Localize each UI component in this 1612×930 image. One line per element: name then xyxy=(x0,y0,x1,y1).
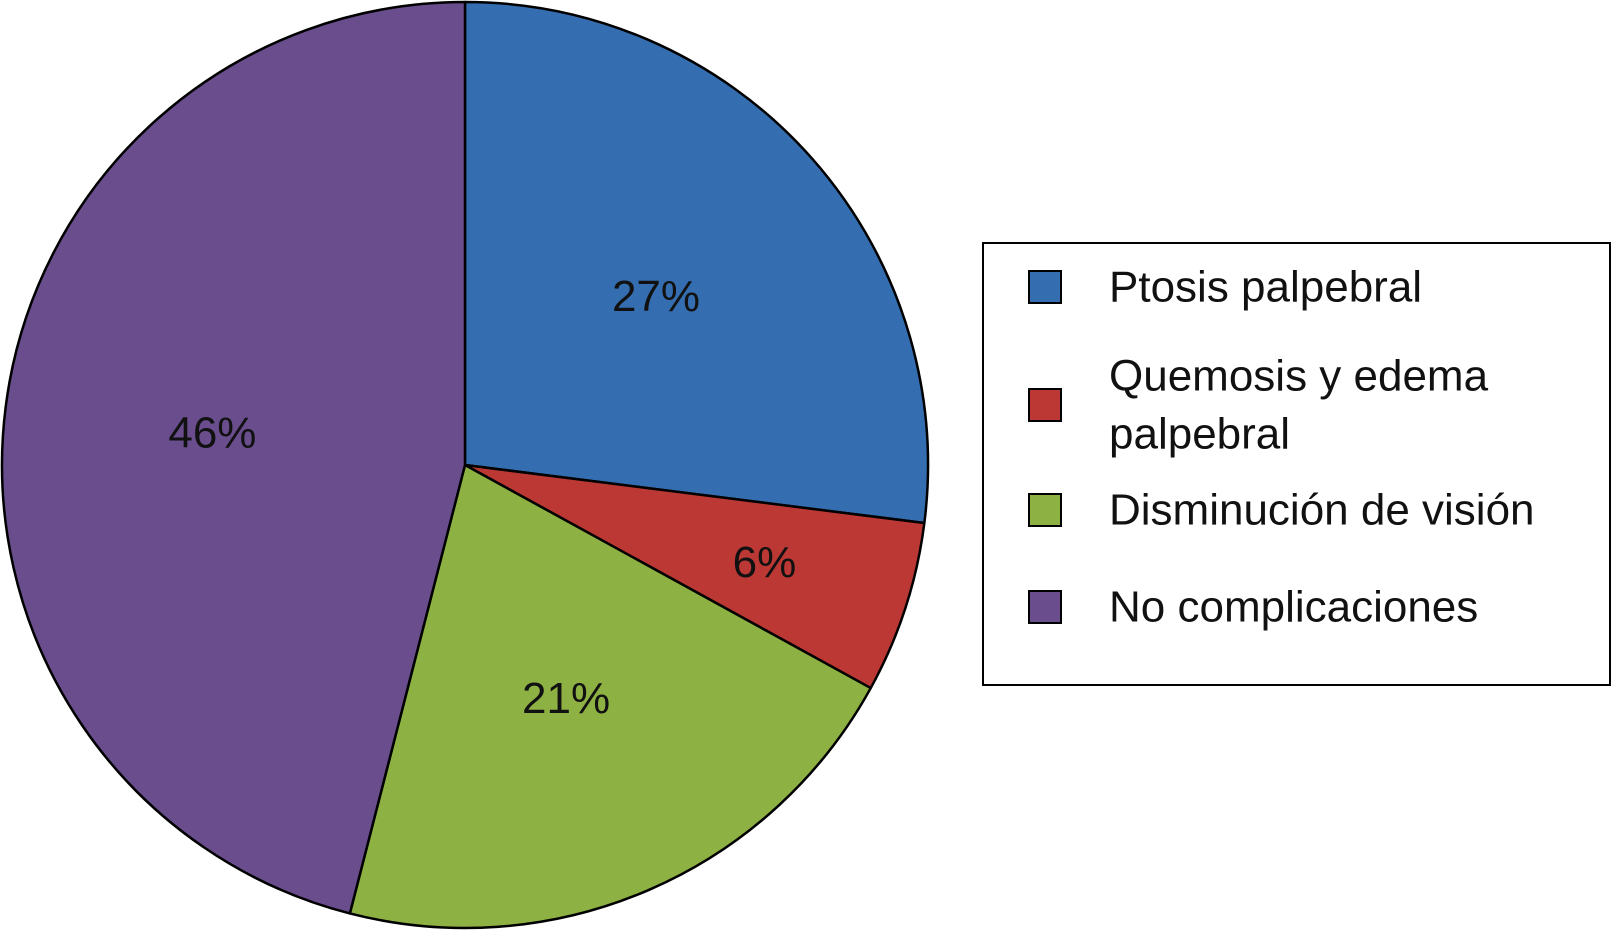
legend-frame xyxy=(982,242,1611,686)
legend-swatch-quemosis-y-edema-palpebral xyxy=(1028,388,1062,422)
pie-slice-quemosis-y-edema-palpebral xyxy=(463,463,926,690)
slice-label-quemosis-y-edema-palpebral: 6% xyxy=(733,538,797,587)
pie-slice-ptosis-palpebral xyxy=(463,0,930,525)
slice-label-no-complicaciones: 46% xyxy=(168,409,256,458)
legend-label-no-complicaciones: No complicaciones xyxy=(1109,583,1478,632)
pie-slice-disminucion-de-vision xyxy=(348,463,872,930)
legend-entries: Ptosis palpebral Quemosis y edema palpebra… xyxy=(1028,263,1535,632)
legend-label-quemosis-y-edema-palpebral: Quemosis y edema palpebral xyxy=(1109,352,1489,459)
pie-slices xyxy=(0,0,930,930)
legend-swatch-ptosis-palpebral xyxy=(1028,270,1062,304)
slice-label-disminucion-de-vision: 21% xyxy=(522,674,610,723)
legend-label-disminucion-de-vision: Disminución de visión xyxy=(1109,486,1535,535)
legend-label-ptosis-palpebral: Ptosis palpebral xyxy=(1109,263,1422,312)
slice-label-ptosis-palpebral: 27% xyxy=(612,272,700,321)
legend-swatch-disminucion-de-vision xyxy=(1028,493,1062,527)
pie-slice-labels: 27% 6% 21% 46% xyxy=(168,272,796,723)
legend: Ptosis palpebral Quemosis y edema palpebra… xyxy=(982,242,1611,686)
legend-swatch-no-complicaciones xyxy=(1028,590,1062,624)
pie-slice-no-complicaciones xyxy=(0,0,467,915)
